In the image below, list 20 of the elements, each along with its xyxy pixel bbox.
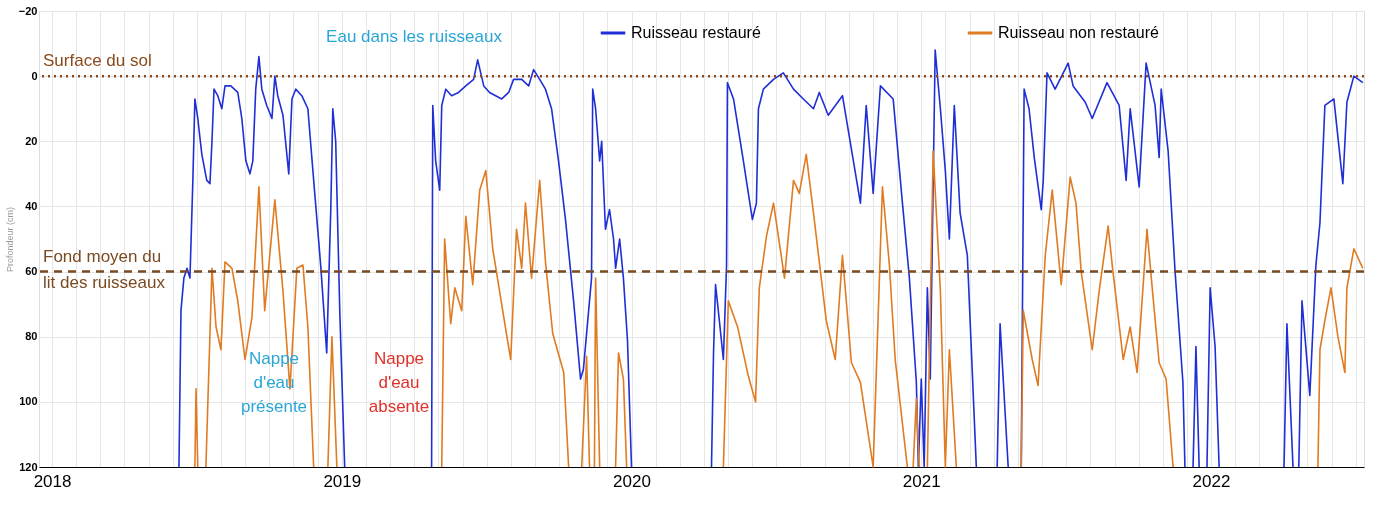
- ref-line-label: Fond moyen du lit des ruisseaux: [43, 246, 166, 292]
- x-tick-label: 2020: [613, 471, 651, 491]
- y-tick-label: 100: [19, 395, 38, 408]
- y-tick-label: 0: [31, 69, 38, 82]
- y-tick-label: −20: [18, 4, 38, 17]
- y-tick-label: 80: [25, 330, 38, 343]
- legend-label: Ruisseau non restauré: [998, 24, 1160, 41]
- y-tick-label: 120: [19, 460, 38, 473]
- y-tick-label: 60: [25, 265, 38, 278]
- legend-label: Ruisseau restauré: [631, 24, 761, 41]
- ref-line-label: Surface du sol: [43, 51, 152, 71]
- y-tick-label: 40: [25, 199, 38, 212]
- y-axis-title: Profondeur (cm): [4, 206, 15, 273]
- x-tick-label: 2018: [33, 471, 72, 491]
- x-tick-label: 2022: [1192, 471, 1231, 491]
- y-tick-label: 20: [25, 134, 38, 147]
- x-tick-label: 2019: [323, 471, 362, 491]
- annotation: Eau dans les ruisseaux: [326, 27, 503, 46]
- x-tick-label: 2021: [902, 471, 941, 491]
- annotation: Nappe d'eau absente: [368, 349, 430, 416]
